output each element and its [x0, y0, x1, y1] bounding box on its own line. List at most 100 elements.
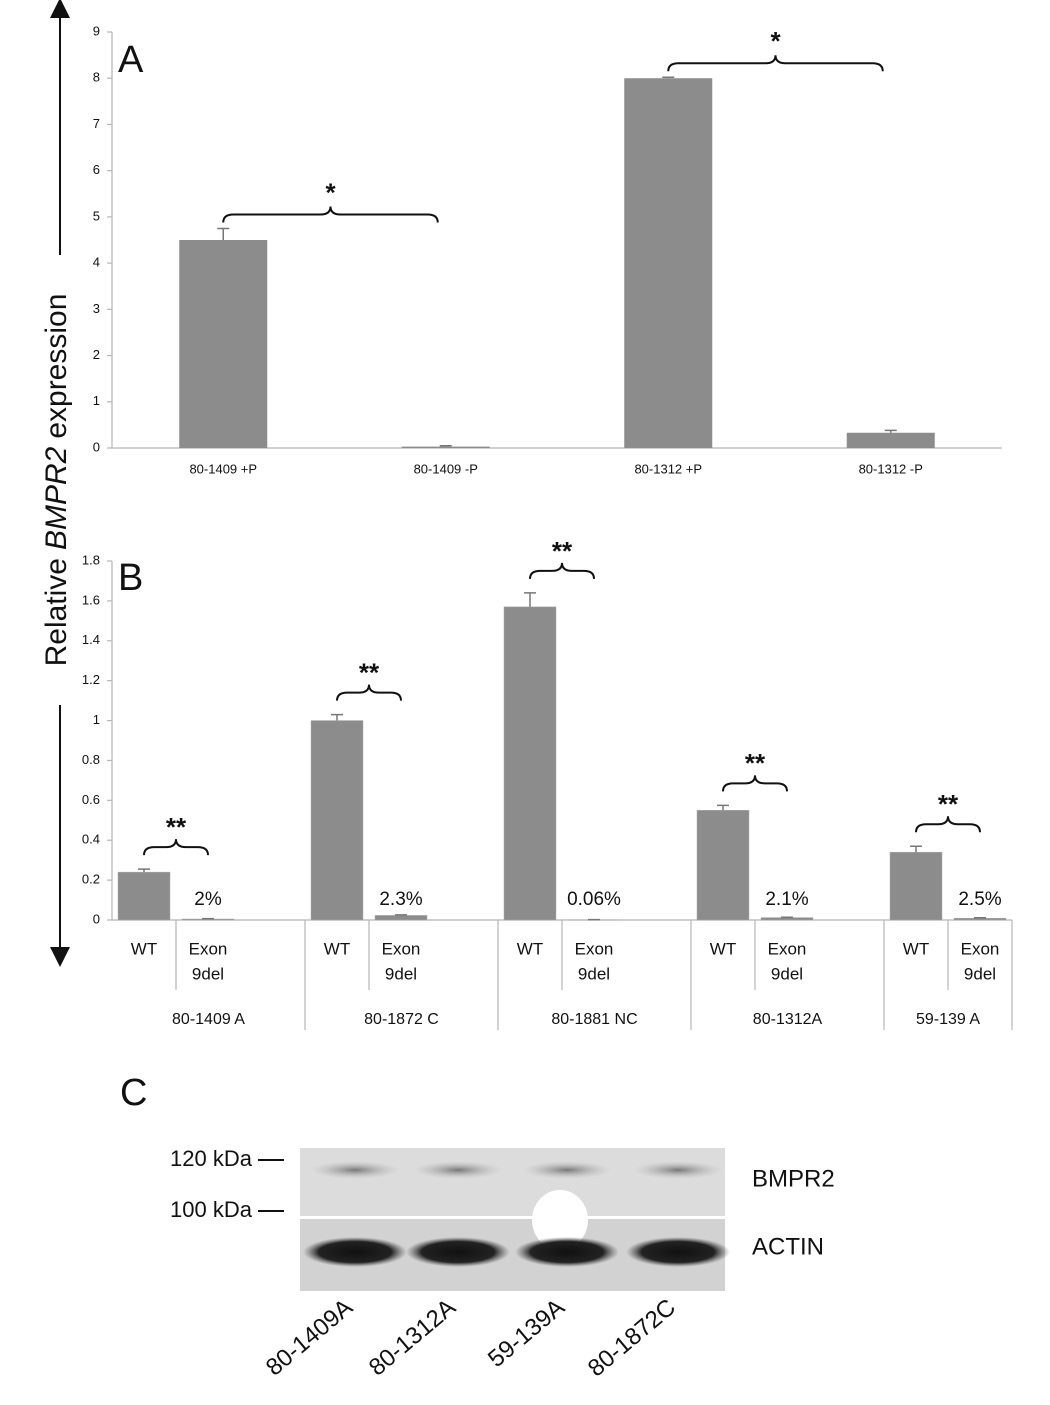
y-label-part: expression	[40, 294, 73, 439]
x-tick-label: 80-1312 +P	[634, 461, 702, 476]
group-label: 80-1409 A	[172, 1011, 245, 1028]
sub-category-label: Exon	[768, 939, 807, 958]
blot-bmpr2	[300, 1148, 725, 1216]
error-bar	[717, 804, 729, 811]
y-tick-label: 1	[93, 393, 100, 408]
bmpr2-band	[310, 1161, 400, 1179]
y-label-part: Relative	[40, 558, 73, 666]
bar	[503, 606, 557, 921]
significance-bracket	[143, 839, 209, 856]
percent-annotation: 2.5%	[958, 889, 1001, 910]
actin-band	[515, 1237, 619, 1267]
lane-label: 59-139A	[483, 1294, 570, 1373]
y-tick-label: 9	[93, 23, 100, 38]
y-tick-label: 1.6	[82, 592, 100, 607]
actin-band	[406, 1237, 510, 1267]
error-bar	[524, 592, 536, 607]
bar	[846, 432, 935, 448]
y-axis-label: Relative BMPR2 expression	[40, 294, 73, 667]
panel-label: C	[120, 1072, 147, 1114]
percent-annotation: 2%	[194, 889, 222, 910]
actin-band	[303, 1237, 407, 1267]
percent-annotation: 2.3%	[379, 889, 422, 910]
y-tick-label: 0	[93, 911, 100, 926]
blot-artifact	[532, 1190, 588, 1250]
sub-category-label: 9del	[192, 964, 224, 983]
y-tick-label: 1.8	[82, 552, 100, 567]
x-tick-label: 80-1409 -P	[414, 461, 478, 476]
bar	[624, 78, 713, 448]
bar	[696, 810, 750, 921]
sub-category-label: WT	[324, 939, 350, 958]
significance-bracket	[915, 816, 981, 833]
error-bar	[439, 444, 452, 447]
actin-band	[626, 1237, 730, 1267]
bar	[179, 240, 268, 448]
y-label-gene: BMPR2	[40, 446, 73, 550]
sub-category-label: Exon	[575, 939, 614, 958]
sub-category-label: Exon	[382, 939, 421, 958]
significance-bracket	[667, 55, 884, 72]
y-tick-label: 2	[93, 347, 100, 362]
sub-category-label: Exon	[189, 939, 228, 958]
sub-category-label: WT	[131, 939, 157, 958]
marker-label: 120 kDa	[170, 1146, 253, 1171]
y-tick-label: 4	[93, 255, 100, 270]
x-tick-label: 80-1409 +P	[189, 461, 257, 476]
panel-label: A	[118, 39, 144, 81]
y-tick-label: 0.2	[82, 872, 100, 887]
lane-label: 80-1312A	[364, 1294, 461, 1382]
significance-label: **	[552, 536, 573, 566]
band-label: BMPR2	[752, 1165, 835, 1192]
percent-annotation: 0.06%	[567, 889, 621, 910]
sub-category-label: WT	[710, 939, 736, 958]
group-label: 80-1881 NC	[551, 1011, 637, 1028]
y-tick-label: 0.4	[82, 832, 100, 847]
sub-category-label: 9del	[385, 964, 417, 983]
x-tick-label: 80-1312 -P	[859, 461, 923, 476]
significance-label: **	[359, 657, 380, 687]
y-tick-label: 0.6	[82, 792, 100, 807]
bmpr2-band	[522, 1161, 612, 1179]
y-tick-label: 7	[93, 116, 100, 131]
lane-label: 80-1409A	[261, 1294, 358, 1382]
marker-label: 100 kDa	[170, 1197, 253, 1222]
y-tick-label: 3	[93, 301, 100, 316]
sub-category-label: Exon	[961, 939, 1000, 958]
y-tick-label: 5	[93, 208, 100, 223]
bar	[889, 851, 943, 921]
sub-category-label: WT	[903, 939, 929, 958]
bar	[117, 871, 171, 921]
error-bar	[395, 914, 407, 916]
y-tick-label: 0	[93, 439, 100, 454]
sub-category-label: 9del	[964, 964, 996, 983]
error-bar	[331, 713, 343, 721]
band-label: ACTIN	[752, 1233, 824, 1260]
sub-category-label: 9del	[771, 964, 803, 983]
western-blot	[300, 1148, 730, 1291]
sub-category-label: 9del	[578, 964, 610, 983]
bar	[401, 446, 490, 448]
significance-label: **	[166, 812, 187, 842]
bar	[310, 720, 364, 921]
y-tick-label: 0.8	[82, 752, 100, 767]
significance-label: **	[745, 748, 766, 778]
lane-label: 80-1872C	[583, 1294, 681, 1382]
y-tick-label: 1	[93, 712, 100, 727]
error-bar	[910, 845, 922, 853]
error-bar	[884, 429, 897, 433]
y-tick-label: 8	[93, 70, 100, 85]
y-tick-label: 1.4	[82, 632, 100, 647]
error-bar	[217, 227, 230, 240]
sub-category-label: WT	[517, 939, 543, 958]
group-label: 59-139 A	[916, 1011, 980, 1028]
y-tick-label: 1.2	[82, 672, 100, 687]
bmpr2-band	[413, 1161, 503, 1179]
significance-label: *	[325, 177, 336, 207]
error-bar	[138, 868, 150, 873]
y-tick-label: 6	[93, 162, 100, 177]
significance-bracket	[222, 206, 439, 223]
significance-label: *	[770, 26, 781, 56]
significance-label: **	[938, 789, 959, 819]
